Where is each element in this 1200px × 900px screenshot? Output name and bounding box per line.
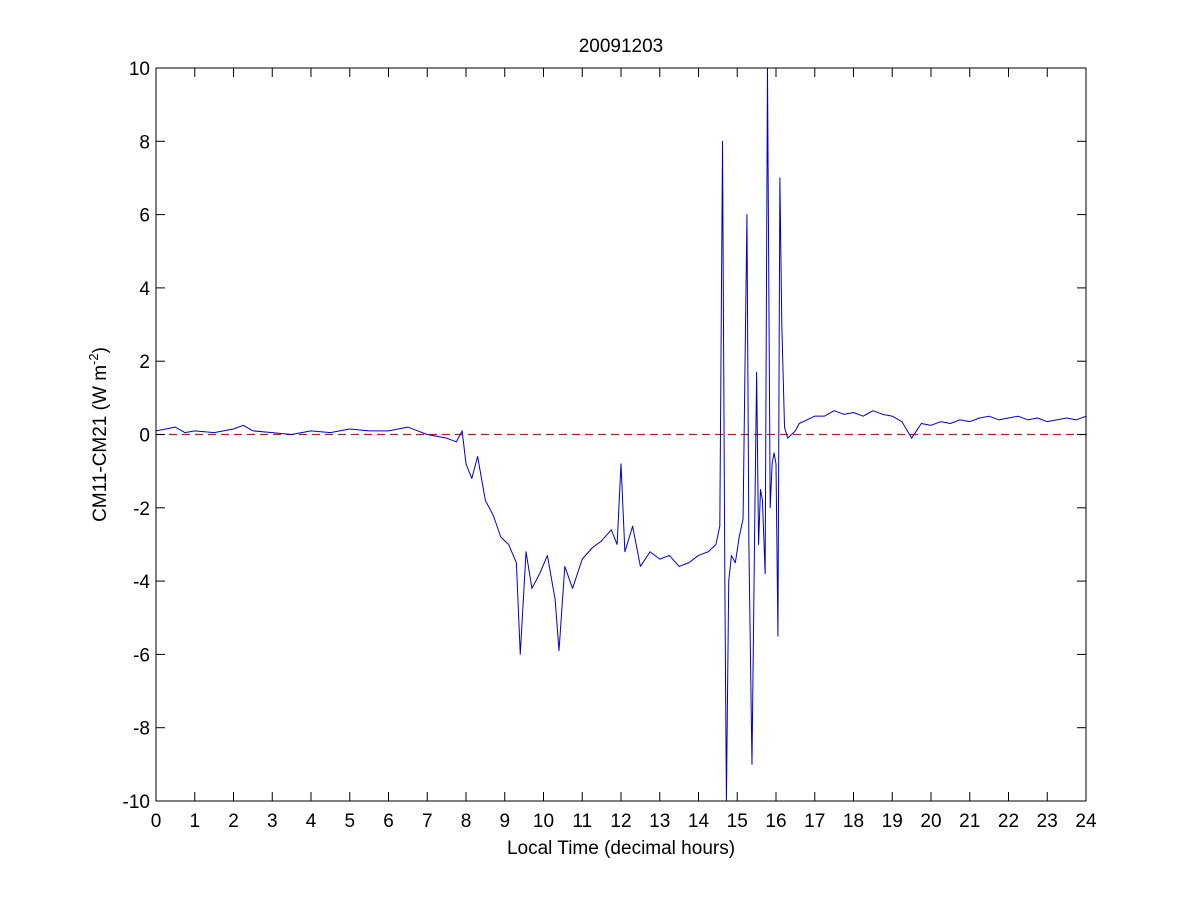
chart-title: 20091203 [579, 36, 664, 57]
x-tick-label: 13 [649, 811, 670, 832]
x-tick-label: 6 [383, 811, 394, 832]
y-tick-label: 0 [139, 426, 150, 447]
x-tick-label: 3 [267, 811, 278, 832]
x-tick-label: 19 [882, 811, 903, 832]
x-tick-label: 10 [533, 811, 554, 832]
series-layer [156, 68, 1086, 801]
x-tick-label: 16 [765, 811, 786, 832]
x-tick-label: 12 [610, 811, 631, 832]
y-tick-label: 10 [129, 59, 150, 80]
x-tick-label: 15 [727, 811, 748, 832]
x-tick-label: 0 [151, 811, 162, 832]
y-axis-title-base: CM11-CM21 (W m [90, 365, 111, 522]
x-tick-label: 2 [228, 811, 239, 832]
y-tick-label: 8 [139, 132, 150, 153]
x-tick-label: 11 [572, 811, 592, 832]
y-tick-label: -8 [133, 719, 150, 740]
y-tick-label: -6 [133, 645, 150, 666]
x-tick-label: 8 [461, 811, 472, 832]
x-tick-label: 18 [843, 811, 864, 832]
y-tick-label: -10 [123, 792, 150, 813]
x-tick-label: 24 [1075, 811, 1097, 832]
x-tick-label: 9 [499, 811, 510, 832]
y-axis-title-tail: ) [90, 347, 111, 353]
x-tick-label: 14 [688, 811, 710, 832]
x-tick-label: 5 [344, 811, 355, 832]
series-line-1 [156, 68, 1086, 801]
x-tick-label: 21 [959, 811, 980, 832]
y-axis-title-superscript: -2 [86, 353, 101, 365]
x-tick-label: 7 [422, 811, 433, 832]
x-tick-label: 22 [998, 811, 1019, 832]
x-tick-label: 4 [306, 811, 317, 832]
x-tick-label: 17 [804, 811, 825, 832]
x-tick-label: 20 [920, 811, 941, 832]
x-tick-label: 1 [189, 811, 200, 832]
x-axis-title: Local Time (decimal hours) [507, 838, 735, 859]
y-tick-label: -2 [133, 499, 150, 520]
y-tick-label: 2 [139, 352, 150, 373]
y-tick-label: 6 [139, 206, 150, 227]
y-tick-label: -4 [133, 572, 150, 593]
y-axis-title: CM11-CM21 (W m-2) [86, 347, 111, 522]
y-tick-label: 4 [139, 279, 150, 300]
axes-layer: 0 1 2 3 4 5 6 7 8 9 10 11 12 13 14 15 16 17 18 19 20 21 22 23 24… [123, 59, 1097, 832]
x-tick-label: 23 [1037, 811, 1058, 832]
